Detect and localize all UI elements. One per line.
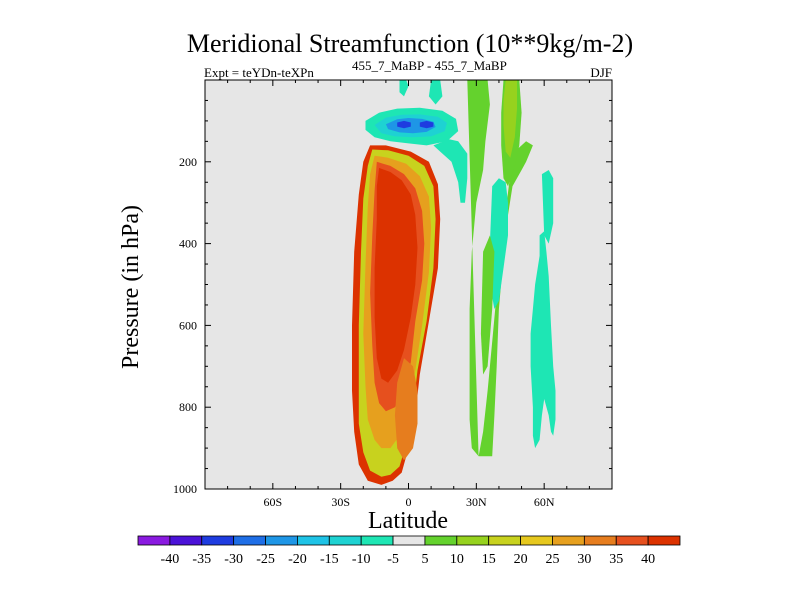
axes: 60S 30S 0 30N 60N 200 400 600 800 1000 <box>173 79 613 509</box>
x-tick-label: 30S <box>331 495 350 509</box>
colorbar-label: -5 <box>387 552 399 567</box>
contour-tropical-strip-neg <box>433 139 468 203</box>
colorbar-swatch <box>392 535 426 546</box>
colorbar-label: 30 <box>577 552 591 567</box>
colorbar-label: 10 <box>450 552 464 567</box>
x-tick-label: 60N <box>534 495 555 509</box>
colorbar-label: -40 <box>161 552 180 567</box>
contour-nh-teal-right-strip <box>541 170 554 244</box>
contour-upper-negative-strip <box>399 80 409 97</box>
contour-nh-teal-mid-strip <box>489 178 508 309</box>
colorbar-label: -20 <box>288 552 307 567</box>
subtitle-right: DJF <box>590 65 612 80</box>
contour-upper-negative-strip-2 <box>428 80 443 105</box>
colorbar-swatch <box>169 535 203 546</box>
colorbar-label: 35 <box>609 552 623 567</box>
colorbar-swatch <box>233 535 266 546</box>
colorbar-swatch <box>328 535 362 546</box>
y-axis-label: Pressure (in hPa) <box>118 205 144 369</box>
colorbar-label: 25 <box>545 552 559 567</box>
colorbar-swatch <box>456 535 490 546</box>
colorbar: -40 -35 -30 -25 -20 -15 -10 -5 5 10 15 20 25 30 35 40 <box>137 535 681 567</box>
colorbar-label: -35 <box>192 552 211 567</box>
x-tick-label: 60S <box>263 495 282 509</box>
plot-area <box>205 80 612 489</box>
y-tick-label: 600 <box>179 318 197 332</box>
colorbar-label: 40 <box>641 552 655 567</box>
y-tick-label: 200 <box>179 155 197 169</box>
colorbar-swatch <box>360 535 394 546</box>
subtitle-left: Expt = teYDn-teXPn <box>204 65 314 80</box>
contour-nh-green-lower-strip <box>480 235 495 375</box>
contour-sh-lower-positive-lobe <box>394 358 418 461</box>
y-tick-label: 800 <box>179 400 197 414</box>
colorbar-swatch <box>488 535 521 546</box>
x-tick-label: 30N <box>466 495 487 509</box>
colorbar-swatch <box>520 535 553 546</box>
contour-upper-negative-cell-30b <box>419 120 434 129</box>
colorbar-swatch <box>615 535 649 546</box>
contour-upper-negative-cell-30a <box>397 120 411 129</box>
contour-sh-positive-40 <box>374 167 418 383</box>
colorbar-swatch <box>583 535 617 546</box>
colorbar-swatch <box>647 535 681 546</box>
chart-title: Meridional Streamfunction (10**9kg/m-2) <box>187 29 633 58</box>
colorbar-label: 15 <box>482 552 496 567</box>
colorbar-label: 20 <box>514 552 528 567</box>
x-tick-label: 0 <box>406 495 412 509</box>
colorbar-label: 5 <box>421 552 428 567</box>
contour-nh-teal-band <box>530 231 556 449</box>
colorbar-label: -30 <box>224 552 243 567</box>
colorbar-swatch <box>424 535 458 546</box>
colorbar-swatch <box>201 535 235 546</box>
x-axis-label: Latitude <box>368 508 448 534</box>
y-tick-label: 400 <box>179 237 197 251</box>
y-tick-label: 1000 <box>173 482 197 496</box>
colorbar-swatch <box>265 535 298 546</box>
colorbar-swatch <box>552 535 585 546</box>
colorbar-label: -15 <box>320 552 339 567</box>
colorbar-swatch <box>137 535 171 546</box>
contour-nh-lightgreen-upper <box>503 80 517 158</box>
colorbar-swatch <box>297 535 330 546</box>
colorbar-label: -10 <box>352 552 371 567</box>
colorbar-label: -25 <box>256 552 275 567</box>
subtitle-center: 455_7_MaBP - 455_7_MaBP <box>352 58 507 73</box>
